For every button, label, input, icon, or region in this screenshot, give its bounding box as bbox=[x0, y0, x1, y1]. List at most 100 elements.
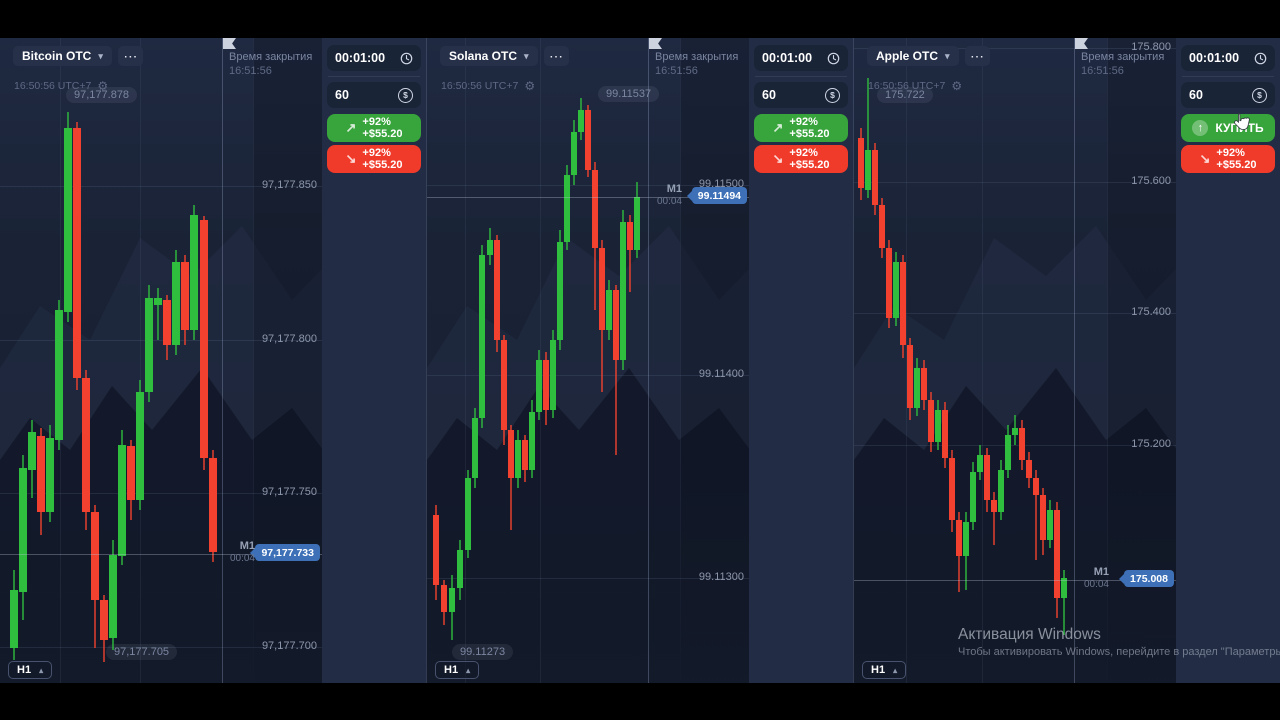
marker-timeframe: M1 bbox=[666, 183, 682, 195]
marker-timeframe: M1 bbox=[239, 540, 255, 552]
expiration-value: 00:01:00 bbox=[762, 51, 813, 65]
payout-amount: +$55.20 bbox=[362, 159, 403, 171]
expiration-input[interactable]: 00:01:00 bbox=[1181, 45, 1275, 71]
asset-name: Solana OTC bbox=[449, 49, 518, 63]
asset-selector[interactable]: Solana OTC ▾ bbox=[440, 46, 538, 66]
asset-selector[interactable]: Apple OTC ▾ bbox=[867, 46, 959, 66]
gear-icon[interactable]: ⚙ bbox=[97, 79, 109, 93]
arrow-up-icon: ↑ bbox=[1192, 120, 1209, 136]
chevron-up-icon: ▴ bbox=[466, 665, 471, 675]
chart-fade bbox=[427, 453, 750, 683]
expiration-value: 00:01:00 bbox=[1189, 51, 1240, 65]
chart-menu-button[interactable]: ⋯ bbox=[543, 46, 569, 66]
expiry-time-line bbox=[648, 38, 662, 683]
controls-divider bbox=[328, 76, 420, 77]
chart-area[interactable]: 175.800 175.600 175.400 175.200 175.722 175.0… bbox=[854, 38, 1178, 683]
price-axis-label: 97,177.800 bbox=[261, 333, 317, 345]
closing-time-value: 16:51:56 bbox=[1081, 65, 1124, 78]
amount-input[interactable]: 60 $ bbox=[327, 82, 421, 108]
arrow-down-right-icon: ↘ bbox=[1199, 151, 1211, 166]
buy-up-button[interactable]: ↗ +92% +$55.20 ↑ КУПИТЬ bbox=[1181, 114, 1275, 142]
amount-input[interactable]: 60 $ bbox=[754, 82, 848, 108]
timeframe-label: H1 bbox=[871, 664, 886, 676]
trade-controls: 00:01:00 60 $ ↗ +92% +$55.20 bbox=[322, 38, 426, 683]
chevron-down-icon: ▾ bbox=[98, 50, 103, 61]
price-axis-label: 99.11400 bbox=[698, 368, 744, 380]
asset-selector[interactable]: Bitcoin OTC ▾ bbox=[13, 46, 112, 66]
arrow-up-right-icon: ↗ bbox=[772, 120, 784, 135]
buy-up-button[interactable]: ↗ +92% +$55.20 ↑ КУПИТЬ bbox=[754, 114, 848, 142]
timeframe-selector[interactable]: H1 ▴ bbox=[862, 661, 907, 679]
price-marker-label: 99.11537 bbox=[598, 86, 660, 102]
price-marker-label: 97,177.705 bbox=[106, 644, 178, 660]
closing-time-label: Время закрытия bbox=[655, 51, 739, 63]
payout-amount: +$55.20 bbox=[362, 128, 403, 140]
chart-menu-button[interactable]: ⋯ bbox=[117, 46, 143, 66]
server-time: 16:50:56 UTC+7 ⚙ bbox=[14, 79, 108, 93]
gear-icon[interactable]: ⚙ bbox=[951, 79, 963, 93]
buy-down-button[interactable]: ↘ +92% +$55.20 bbox=[327, 145, 421, 173]
candlestick-series bbox=[858, 78, 1067, 635]
current-price-line bbox=[427, 197, 750, 198]
dollar-icon: $ bbox=[825, 87, 840, 103]
timeframe-selector[interactable]: H1 ▴ bbox=[8, 661, 53, 679]
price-axis-label: 175.800 bbox=[1131, 41, 1171, 53]
marker-timeframe: M1 bbox=[1093, 566, 1109, 578]
dollar-icon: $ bbox=[1252, 87, 1267, 103]
price-marker-label: 97,177.878 bbox=[66, 87, 138, 103]
payout-percent: +92% bbox=[789, 146, 818, 159]
chart-area[interactable]: 97,177.850 97,177.800 97,177.750 97,177.700… bbox=[0, 38, 324, 683]
clock-icon bbox=[400, 52, 413, 64]
server-time: 16:50:56 UTC+7 ⚙ bbox=[868, 79, 962, 93]
current-price-badge: 175.008 bbox=[1119, 570, 1174, 587]
closing-time-value: 16:51:56 bbox=[229, 65, 272, 78]
chart-menu-button[interactable]: ⋯ bbox=[964, 46, 990, 66]
price-axis-label: 97,177.850 bbox=[261, 179, 317, 191]
expiration-input[interactable]: 00:01:00 bbox=[327, 45, 421, 71]
chart-header: Bitcoin OTC ▾ ⋯ bbox=[13, 46, 143, 66]
time-gridline bbox=[140, 38, 141, 683]
expiration-input[interactable]: 00:01:00 bbox=[754, 45, 848, 71]
payout-amount: +$55.20 bbox=[789, 159, 830, 171]
letterbox-bottom bbox=[0, 683, 1280, 720]
time-gridline bbox=[465, 38, 466, 683]
buy-up-button[interactable]: ↗ +92% +$55.20 ↑ КУПИТЬ bbox=[327, 114, 421, 142]
server-time-text: 16:50:56 UTC+7 bbox=[868, 80, 946, 92]
controls-divider bbox=[1182, 76, 1274, 77]
arrow-down-right-icon: ↘ bbox=[772, 151, 784, 166]
price-gridline bbox=[0, 186, 323, 187]
amount-value: 60 bbox=[1189, 88, 1203, 102]
payout-percent: +92% bbox=[789, 115, 818, 128]
price-gridline bbox=[427, 375, 750, 376]
candlestick-series bbox=[433, 98, 640, 640]
dollar-icon: $ bbox=[398, 87, 413, 103]
price-marker-label: 175.722 bbox=[877, 87, 933, 103]
price-gridline bbox=[854, 182, 1177, 183]
timeframe-selector[interactable]: H1 ▴ bbox=[435, 661, 480, 679]
chart-fade bbox=[854, 453, 1177, 683]
price-axis-label: 99.11300 bbox=[698, 571, 744, 583]
amount-input[interactable]: 60 $ bbox=[1181, 82, 1275, 108]
buy-down-button[interactable]: ↘ +92% +$55.20 bbox=[1181, 145, 1275, 173]
amount-value: 60 bbox=[762, 88, 776, 102]
gear-icon[interactable]: ⚙ bbox=[524, 79, 536, 93]
chart-area[interactable]: 99.11500 99.11400 99.11300 99.11537 99.11273… bbox=[427, 38, 751, 683]
price-gridline bbox=[427, 185, 750, 186]
chart-header: Apple OTC ▾ ⋯ bbox=[867, 46, 990, 66]
price-gridline bbox=[854, 313, 1177, 314]
closing-time-value: 16:51:56 bbox=[655, 65, 698, 78]
amount-value: 60 bbox=[335, 88, 349, 102]
payout-percent: +92% bbox=[1216, 146, 1245, 159]
current-price-line bbox=[854, 580, 1177, 581]
marker-countdown: 00:04 bbox=[656, 196, 682, 208]
expiration-value: 00:01:00 bbox=[335, 51, 386, 65]
arrow-up-right-icon: ↗ bbox=[345, 120, 357, 135]
chevron-up-icon: ▴ bbox=[893, 665, 898, 675]
asset-name: Bitcoin OTC bbox=[22, 49, 92, 63]
buy-down-button[interactable]: ↘ +92% +$55.20 bbox=[754, 145, 848, 173]
closing-time-info: Время закрытия 16:51:56 bbox=[229, 50, 312, 79]
payout-amount: +$55.20 bbox=[1216, 159, 1257, 171]
price-axis-label: 175.600 bbox=[1131, 175, 1171, 187]
clock-icon bbox=[1254, 52, 1267, 64]
